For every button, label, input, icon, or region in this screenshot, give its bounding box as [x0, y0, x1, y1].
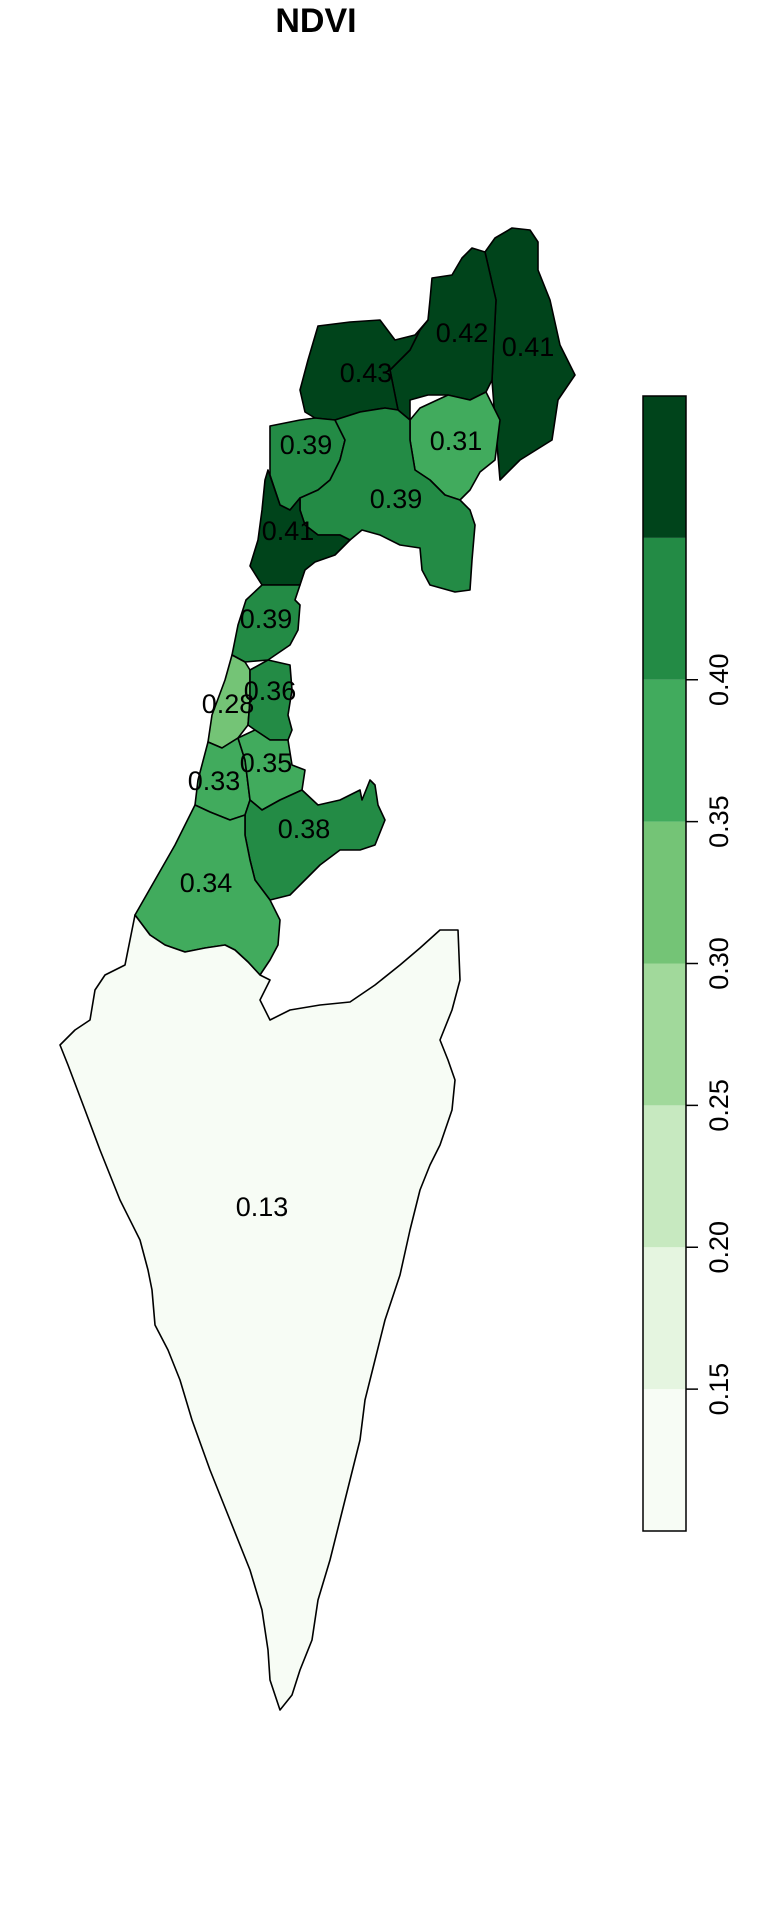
legend-swatch: [643, 1247, 686, 1390]
region-label-ramla: 0.35: [240, 748, 293, 778]
region-labels-layer: 0.410.420.430.310.390.390.410.390.280.36…: [180, 318, 555, 1222]
region-label-golan-north: 0.41: [502, 332, 555, 362]
region-ramla[interactable]: [237, 729, 306, 811]
region-label-haifa-coast: 0.41: [262, 516, 315, 546]
region-upper-galilee[interactable]: [389, 247, 497, 421]
region-label-kinneret: 0.31: [430, 426, 483, 456]
region-label-akko-haifa: 0.39: [280, 430, 333, 460]
legend: 0.15 0.20 0.25 0.30 0.35 0.40: [642, 395, 734, 1532]
region-label-hadera: 0.39: [240, 604, 293, 634]
legend-swatch: [643, 1105, 686, 1248]
legend-swatch: [643, 396, 686, 538]
region-label-jerusalem: 0.38: [278, 814, 331, 844]
region-label-tel-aviv: 0.28: [202, 689, 255, 719]
legend-tick-label: 0.20: [704, 1221, 734, 1274]
region-negev[interactable]: [59, 914, 461, 1711]
legend-tick-label: 0.35: [704, 795, 734, 848]
legend-swatch: [643, 1389, 686, 1531]
map-title: NDVI: [275, 2, 357, 40]
region-western-galilee[interactable]: [299, 319, 429, 421]
region-label-upper-galilee: 0.42: [436, 318, 489, 348]
region-label-negev: 0.13: [236, 1192, 289, 1222]
region-label-western-galilee: 0.43: [340, 358, 393, 388]
region-label-rehovot: 0.33: [188, 766, 241, 796]
legend-swatch: [643, 821, 686, 964]
region-label-ashkelon: 0.34: [180, 868, 233, 898]
legend-tick-label: 0.40: [704, 653, 734, 706]
legend-swatch: [643, 963, 686, 1106]
legend-swatch: [643, 679, 686, 822]
region-label-petah-tikva: 0.36: [244, 676, 297, 706]
region-hadera[interactable]: [231, 584, 301, 663]
legend-swatch: [643, 537, 686, 680]
legend-tick-label: 0.30: [704, 937, 734, 990]
regions-layer: [59, 227, 576, 1711]
region-label-jezreel: 0.39: [370, 484, 423, 514]
legend-tick-label: 0.15: [704, 1363, 734, 1416]
legend-tick-label: 0.25: [704, 1079, 734, 1132]
region-haifa-coast[interactable]: [249, 469, 351, 586]
